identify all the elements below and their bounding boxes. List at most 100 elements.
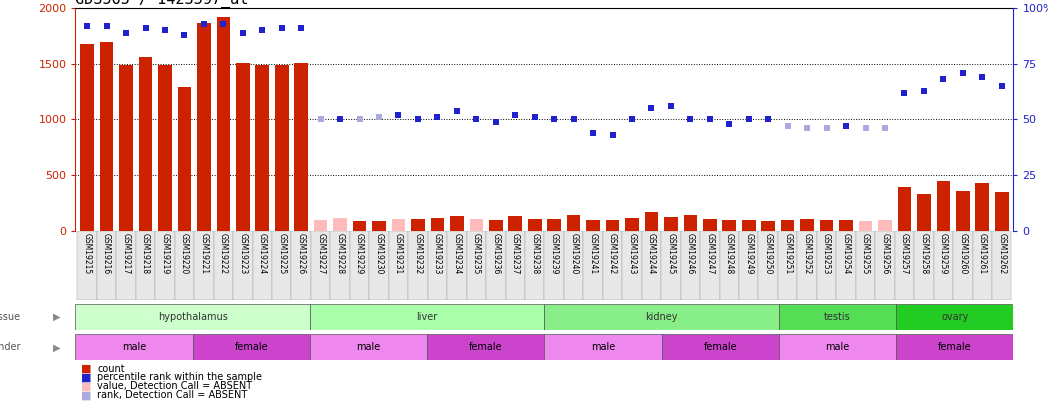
Bar [350,231,369,300]
Text: GSM19249: GSM19249 [744,233,754,274]
Bar [253,231,272,300]
Bar [447,231,466,300]
Point [876,125,893,132]
Bar [544,334,661,360]
Bar [528,219,542,231]
Bar [470,219,483,231]
Bar [100,42,113,231]
Point [429,114,445,121]
Bar [431,218,444,231]
Bar [992,231,1011,300]
Bar [896,334,1013,360]
Bar [138,57,152,231]
Text: GSM19218: GSM19218 [141,233,150,274]
Text: female: female [938,342,971,352]
Point [99,23,115,29]
Bar [603,231,623,300]
Point [117,30,134,36]
Bar [78,231,96,300]
Text: GSM19227: GSM19227 [316,233,325,274]
Bar [313,220,327,231]
Text: GSM19258: GSM19258 [919,233,929,274]
Bar [547,219,561,231]
Bar [722,220,736,231]
Bar [816,231,836,300]
Bar [194,231,214,300]
Text: male: male [356,342,380,352]
Point [818,125,835,132]
Bar [564,231,584,300]
Point [196,20,213,27]
Bar [291,231,311,300]
Point [137,25,154,32]
Text: percentile rank within the sample: percentile rank within the sample [97,373,262,382]
Bar [700,231,720,300]
Text: GSM19224: GSM19224 [258,233,267,274]
Point [721,121,738,127]
Bar [720,231,739,300]
Bar [233,231,253,300]
Text: GSM19229: GSM19229 [355,233,364,274]
Bar [96,231,116,300]
Bar [508,216,522,231]
Bar [664,217,678,231]
Bar [683,215,697,231]
Text: GSM19235: GSM19235 [472,233,481,274]
Text: GSM19234: GSM19234 [453,233,461,274]
Bar [641,231,661,300]
Bar [586,220,599,231]
Point [604,132,620,139]
Text: ▶: ▶ [52,342,61,352]
Bar [311,231,330,300]
Text: GSM19242: GSM19242 [608,233,617,274]
Bar [680,231,700,300]
Bar [781,220,794,231]
Text: ■: ■ [81,364,91,373]
Text: GSM19260: GSM19260 [958,233,967,274]
Point [624,116,640,123]
Text: GSM19254: GSM19254 [842,233,851,274]
Bar [898,188,912,231]
Bar [779,304,896,330]
Bar [411,219,424,231]
Bar [976,183,989,231]
Text: GSM19252: GSM19252 [803,233,811,274]
Bar [759,231,778,300]
Bar [779,334,896,360]
Bar [703,219,717,231]
Point [215,20,232,27]
Point [390,112,407,118]
Point [994,83,1010,90]
Point [371,114,388,121]
Bar [914,231,934,300]
Text: count: count [97,364,125,373]
Bar [428,334,544,360]
Bar [544,304,779,330]
Bar [310,304,544,330]
Point [254,27,270,34]
Bar [798,231,816,300]
Point [176,32,193,38]
Bar [778,231,798,300]
Text: female: female [703,342,737,352]
Point [643,105,660,112]
Point [682,116,699,123]
Bar [175,231,194,300]
Point [740,116,757,123]
Text: GSM19225: GSM19225 [278,233,286,274]
Text: GSM19251: GSM19251 [783,233,792,274]
Text: GSM19259: GSM19259 [939,233,947,274]
Bar [995,192,1008,231]
Text: ■: ■ [81,373,91,382]
Bar [505,231,525,300]
Bar [486,231,505,300]
Bar [392,219,406,231]
Bar [875,231,895,300]
Bar [839,220,853,231]
Bar [158,65,172,231]
Point [565,116,582,123]
Text: male: male [591,342,615,352]
Bar [953,231,973,300]
Bar [75,334,193,360]
Text: GSM19233: GSM19233 [433,233,442,274]
